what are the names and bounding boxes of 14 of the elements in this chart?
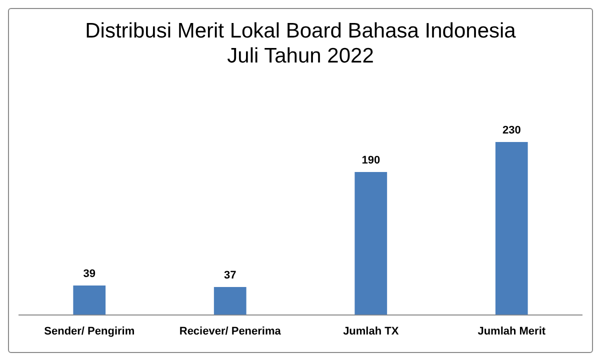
data-label: 39 — [83, 268, 96, 280]
data-label: 37 — [224, 270, 236, 282]
x-tick-label: Sender/ Pengirim — [44, 325, 135, 338]
data-label: 230 — [502, 124, 521, 137]
x-tick-label: Jumlah TX — [343, 325, 400, 338]
bar — [214, 287, 246, 315]
chart-subtitle: Juli Tahun 2022 — [227, 44, 374, 68]
x-tick-label: Jumlah Merit — [478, 325, 546, 338]
data-label: 190 — [362, 154, 380, 167]
x-tick-label: Reciever/ Penerima — [179, 325, 282, 338]
bar — [495, 142, 528, 315]
bar — [73, 286, 106, 315]
bar — [354, 172, 388, 315]
chart-title: Distribusi Merit Lokal Board Bahasa Indonesia — [85, 19, 516, 42]
